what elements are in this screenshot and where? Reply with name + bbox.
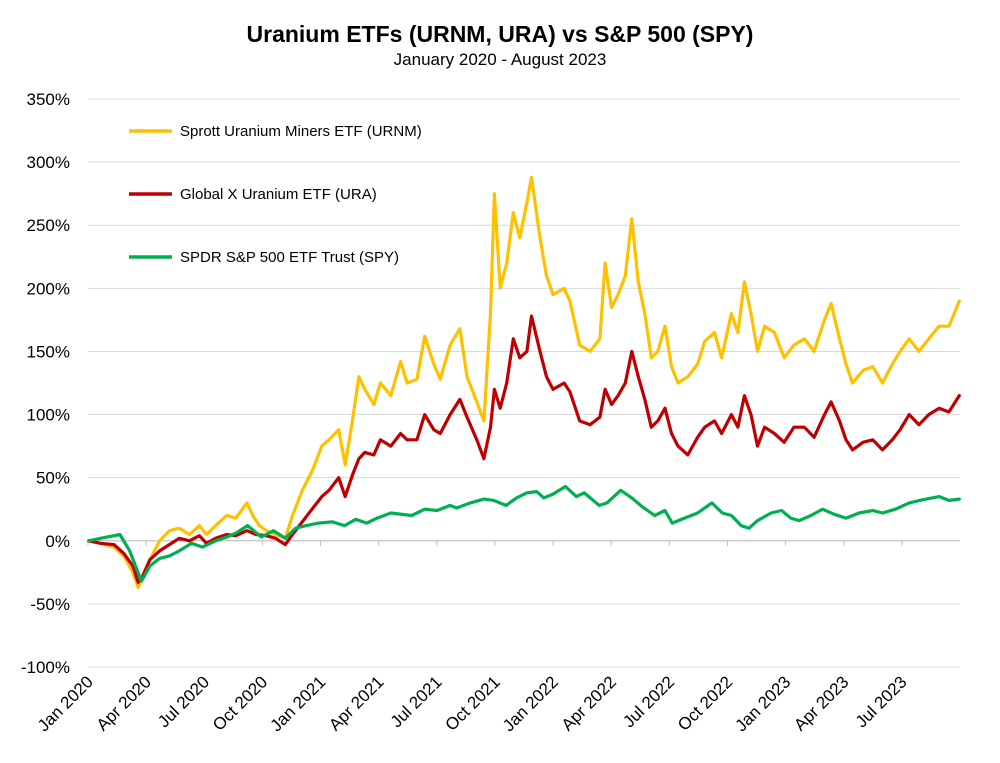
y-tick-label: -100% (21, 658, 70, 677)
x-tick-label: Apr 2023 (790, 672, 852, 734)
x-tick-label: Oct 2020 (209, 672, 271, 734)
legend-label: SPDR S&P 500 ETF Trust (SPY) (180, 249, 399, 266)
x-tick-label: Jul 2021 (387, 672, 446, 731)
x-tick-label: Jan 2023 (732, 672, 795, 735)
chart-subtitle: January 2020 - August 2023 (394, 50, 607, 69)
x-tick-label: Apr 2020 (93, 672, 155, 734)
x-tick-label: Apr 2021 (325, 672, 387, 734)
x-tick-label: Jan 2021 (266, 672, 329, 735)
y-tick-label: 0% (45, 532, 70, 551)
y-tick-label: 150% (27, 342, 70, 361)
x-tick-label: Jan 2022 (499, 672, 562, 735)
x-tick-label: Oct 2021 (442, 672, 504, 734)
y-tick-label: 100% (27, 406, 70, 425)
gridlines (88, 98, 960, 668)
y-axis: -100% -50% 0% 50% 100% 150% 200% 250% 300% 350% (21, 90, 70, 677)
legend-label: Global X Uranium ETF (URA) (180, 186, 377, 203)
x-tick-label: Oct 2022 (674, 672, 736, 734)
series-line-2 (87, 484, 961, 583)
legend: Sprott Uranium Miners ETF (URNM) Global X… (129, 123, 422, 266)
legend-label: Sprott Uranium Miners ETF (URNM) (180, 123, 422, 140)
series-lines (87, 175, 961, 590)
chart-title: Uranium ETFs (URNM, URA) vs S&P 500 (SPY… (247, 21, 754, 47)
series-line-0 (87, 175, 961, 590)
x-tick-label: Apr 2022 (558, 672, 620, 734)
x-tick-label: Jul 2023 (852, 672, 911, 731)
y-tick-label: 200% (27, 279, 70, 298)
y-tick-label: 50% (36, 469, 70, 488)
y-tick-label: 250% (27, 216, 70, 235)
x-tick-label: Jul 2022 (619, 672, 678, 731)
y-tick-label: 350% (27, 90, 70, 109)
y-tick-label: -50% (30, 595, 70, 614)
x-tick-label: Jul 2020 (154, 672, 213, 731)
y-tick-label: 300% (27, 153, 70, 172)
x-tick-label: Jan 2020 (34, 672, 97, 735)
series-line-1 (87, 314, 961, 584)
